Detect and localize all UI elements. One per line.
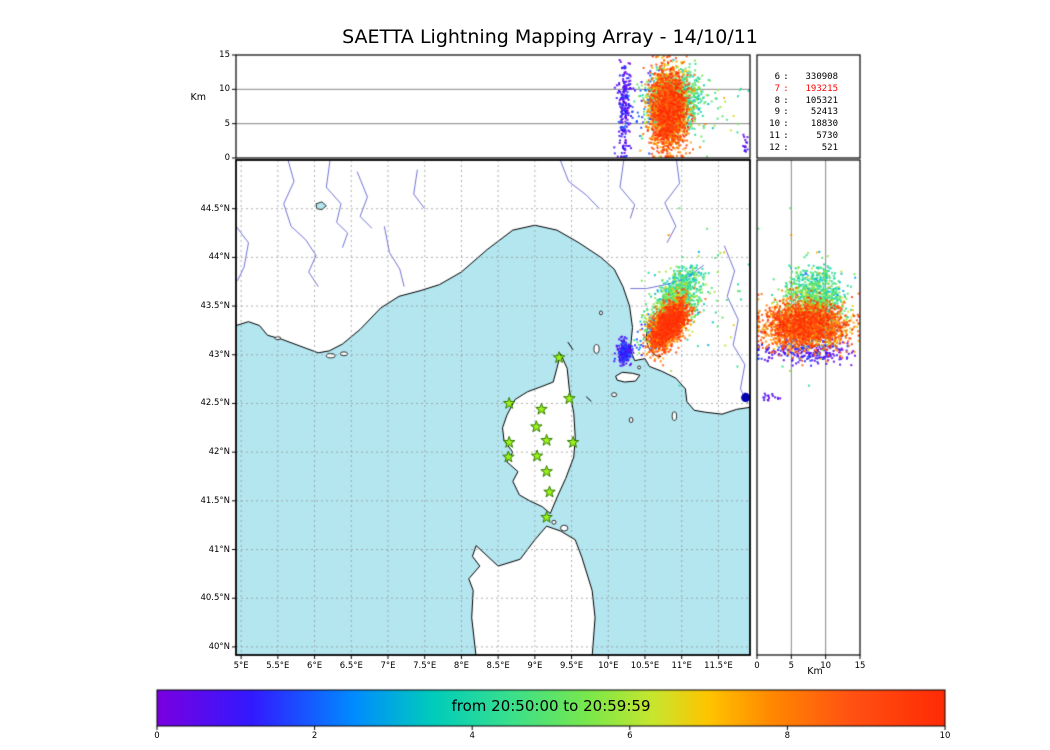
station-number: 8 <box>774 95 780 106</box>
top-panel-alt-axis-label: Km <box>190 92 206 103</box>
station-number: 11 <box>769 130 780 141</box>
station-stat-line: 7: 193215 <box>762 84 860 96</box>
separator: : <box>783 119 789 130</box>
source-count: 105321 <box>805 95 838 106</box>
station-number: 6 <box>774 72 780 82</box>
station-stat-line: 10: 18830 <box>762 119 860 131</box>
separator: : <box>783 83 789 94</box>
separator: : <box>783 142 789 153</box>
station-stats-panel: 6:330908 7:193215 8:105321 9:52413 10:18830 1… <box>757 55 860 158</box>
station-stat-line: 8: 105321 <box>762 96 860 108</box>
source-count: 330908 <box>805 72 838 82</box>
station-stat-line: 11: 5730 <box>762 131 860 143</box>
station-number: 7 <box>774 83 780 94</box>
source-count: 52413 <box>810 107 838 118</box>
source-count: 521 <box>821 142 838 153</box>
source-count: 193215 <box>805 83 838 94</box>
colorbar-time-range-label: from 20:50:00 to 20:59:59 <box>451 697 651 715</box>
right-panel-alt-axis-label: Km <box>807 666 823 677</box>
separator: : <box>783 130 789 141</box>
station-number: 9 <box>774 107 780 118</box>
source-count: 18830 <box>810 119 838 130</box>
station-stat-line: 9: 52413 <box>762 107 860 119</box>
figure-title: SAETTA Lightning Mapping Array - 14/10/1… <box>342 26 758 48</box>
separator: : <box>783 95 789 106</box>
station-number: 10 <box>769 119 780 130</box>
separator: : <box>783 72 789 82</box>
station-stat-line: 6: 330908 <box>762 72 860 84</box>
source-count: 5730 <box>816 130 838 141</box>
station-stat-line: 12: 521 <box>762 143 860 155</box>
station-number: 12 <box>769 142 780 153</box>
separator: : <box>783 107 789 118</box>
